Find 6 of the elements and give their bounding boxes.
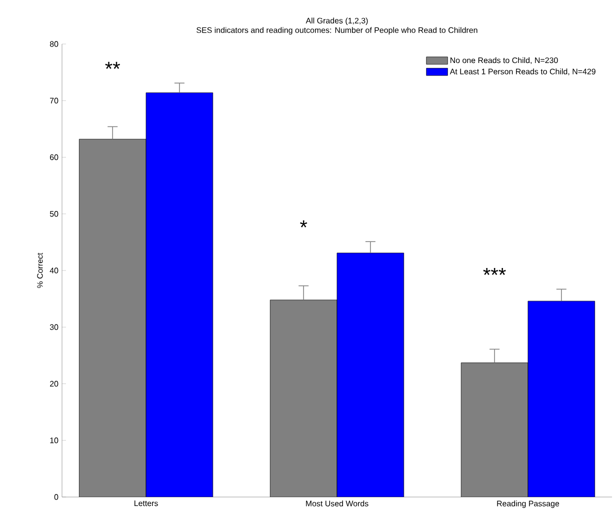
annotation: ** (105, 62, 120, 69)
bar (528, 300, 596, 497)
bar (146, 92, 214, 497)
annotation: * (300, 220, 308, 228)
bar (336, 252, 404, 497)
annotation: *** (483, 268, 506, 275)
